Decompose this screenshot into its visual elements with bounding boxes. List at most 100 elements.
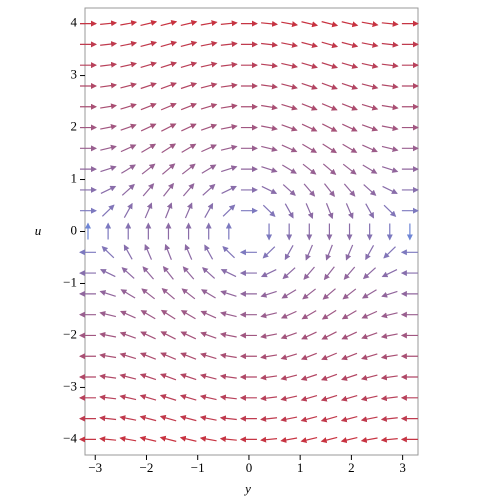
field-arrow	[161, 143, 177, 154]
field-arrow	[322, 143, 338, 154]
field-arrow	[323, 266, 335, 281]
field-arrow	[221, 165, 238, 173]
field-arrow	[201, 164, 217, 174]
field-arrow	[180, 40, 198, 47]
field-arrow	[380, 415, 398, 422]
field-arrow	[322, 163, 337, 175]
field-arrow	[202, 267, 216, 279]
field-arrow	[123, 244, 133, 260]
field-arrow	[280, 353, 298, 360]
field-arrow	[222, 246, 235, 259]
field-arrow	[200, 123, 218, 131]
field-arrow	[140, 310, 156, 320]
field-arrow	[260, 374, 278, 381]
field-arrow	[162, 266, 174, 280]
x-tick-label: 0	[246, 460, 253, 475]
field-arrow	[142, 266, 154, 280]
field-arrow	[281, 83, 298, 90]
field-arrow	[280, 310, 297, 319]
field-arrow	[282, 184, 296, 196]
field-arrow	[139, 414, 157, 422]
field-arrow	[260, 333, 278, 339]
field-arrow	[159, 435, 177, 442]
field-arrow	[341, 41, 359, 49]
field-arrow	[322, 288, 336, 300]
y-tick-label: −1	[63, 274, 77, 289]
field-arrow	[280, 416, 298, 423]
field-arrow	[99, 436, 117, 443]
field-arrow	[262, 204, 276, 217]
field-arrow	[120, 289, 136, 299]
field-arrow	[121, 267, 135, 279]
field-arrow	[360, 436, 378, 443]
field-arrow	[141, 143, 157, 153]
field-arrow	[180, 373, 197, 381]
field-arrow	[380, 353, 398, 360]
field-arrow	[179, 414, 197, 422]
field-arrow	[361, 21, 379, 28]
field-arrow	[101, 246, 115, 259]
field-arrow	[120, 61, 138, 68]
field-arrow	[180, 102, 197, 111]
field-arrow	[301, 123, 318, 132]
field-arrow	[220, 82, 238, 89]
field-arrow	[204, 202, 214, 218]
field-arrow	[305, 203, 314, 219]
field-arrow	[260, 353, 278, 360]
x-tick-label: −2	[140, 460, 154, 475]
field-arrow	[280, 332, 297, 340]
field-arrow	[219, 415, 237, 422]
field-arrow	[119, 394, 137, 401]
field-arrow	[341, 310, 357, 320]
field-arrow	[361, 83, 379, 90]
field-arrow	[182, 266, 195, 280]
field-arrow	[340, 395, 358, 402]
field-arrow	[219, 331, 237, 338]
field-arrow	[100, 82, 118, 89]
y-tick-label: 3	[71, 67, 78, 82]
field-arrow	[281, 103, 298, 111]
field-arrow	[220, 144, 238, 151]
field-arrow	[139, 352, 157, 360]
field-arrow	[345, 203, 354, 219]
field-arrow	[119, 373, 137, 380]
field-arrow	[123, 202, 133, 218]
field-arrow	[220, 61, 238, 68]
field-arrow	[99, 290, 116, 297]
field-arrow	[381, 269, 398, 278]
x-tick-label: −1	[191, 460, 205, 475]
field-arrow	[220, 124, 238, 130]
field-arrow	[141, 163, 156, 175]
field-arrow	[301, 62, 318, 69]
field-arrow	[141, 288, 156, 300]
field-arrow	[144, 202, 153, 219]
field-arrow	[362, 164, 378, 174]
field-arrow	[160, 309, 176, 320]
y-tick-label: 4	[71, 15, 78, 30]
field-arrow	[181, 288, 196, 300]
field-arrow	[120, 40, 138, 47]
field-arrow	[381, 20, 399, 27]
field-arrow	[120, 82, 137, 89]
field-arrow	[201, 144, 217, 153]
y-tick-label: −2	[63, 326, 77, 341]
x-tick-label: 2	[348, 460, 355, 475]
field-arrow	[200, 61, 218, 68]
field-arrow	[180, 82, 198, 90]
field-arrow	[99, 311, 117, 318]
field-arrow	[160, 102, 177, 111]
field-arrow	[142, 183, 155, 197]
field-arrow	[220, 290, 237, 297]
field-arrow	[262, 246, 276, 259]
field-arrow	[301, 331, 317, 340]
field-arrow	[325, 244, 333, 261]
field-arrow	[281, 21, 299, 28]
field-arrow	[120, 20, 138, 27]
field-arrow	[161, 123, 177, 132]
field-arrow	[361, 310, 378, 319]
field-arrow	[160, 373, 177, 381]
field-arrow	[321, 21, 339, 28]
field-arrow	[100, 103, 117, 110]
field-arrow	[99, 394, 117, 401]
